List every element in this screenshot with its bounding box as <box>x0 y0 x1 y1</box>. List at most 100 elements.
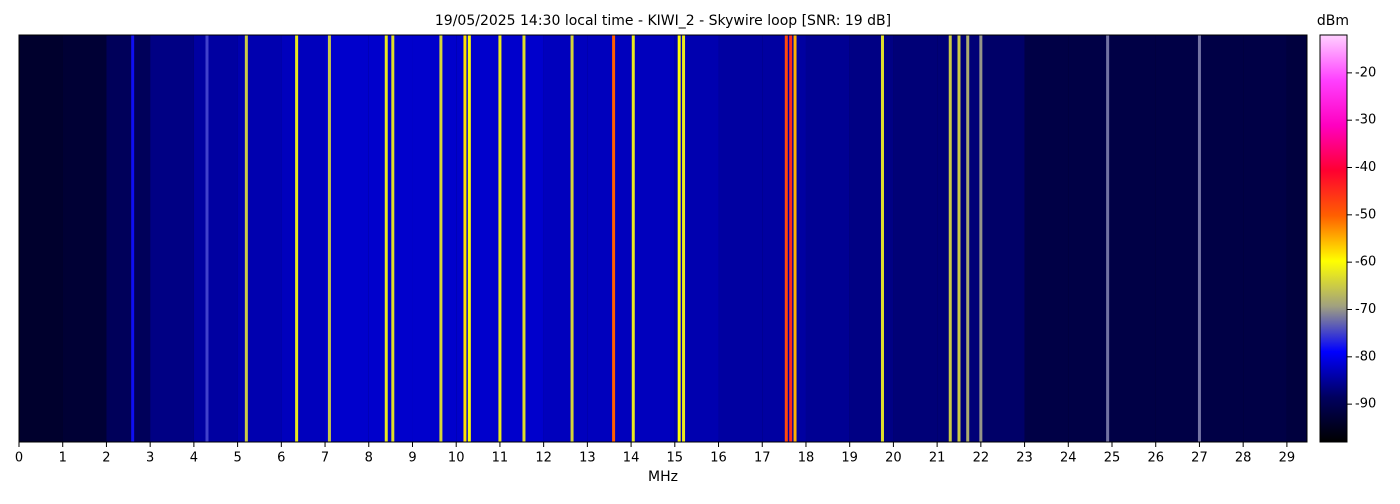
noise-column <box>674 35 719 442</box>
signal-line <box>1106 35 1110 442</box>
noise-column <box>849 35 894 442</box>
x-tick-label: 28 <box>1235 451 1252 466</box>
noise-column <box>325 35 369 442</box>
signal-line <box>463 35 467 442</box>
noise-column <box>805 35 850 442</box>
signal-line <box>677 35 681 442</box>
x-tick-label: 0 <box>15 451 23 466</box>
signal-line <box>439 35 443 442</box>
noise-column <box>893 35 938 442</box>
signal-line <box>682 35 686 442</box>
x-tick-label: 15 <box>667 451 684 466</box>
colorbar-tick-label: -50 <box>1355 207 1376 222</box>
noise-column <box>1243 35 1287 442</box>
noise-column <box>762 35 806 442</box>
chart-title: 19/05/2025 14:30 local time - KIWI_2 - S… <box>435 13 891 29</box>
signal-line <box>467 35 471 442</box>
noise-column <box>1112 35 1156 442</box>
x-tick-label: 3 <box>146 451 154 466</box>
noise-column <box>587 35 632 442</box>
x-tick-label: 2 <box>102 451 110 466</box>
x-tick-label: 25 <box>1104 451 1121 466</box>
x-tick-label: 23 <box>1016 451 1033 466</box>
noise-column <box>1068 35 1113 442</box>
x-tick-label: 26 <box>1147 451 1164 466</box>
signal-line <box>789 35 793 442</box>
noise-column <box>980 35 1025 442</box>
signal-line <box>966 35 970 442</box>
x-tick-label: 27 <box>1191 451 1208 466</box>
signal-line <box>498 35 502 442</box>
noise-column <box>456 35 500 442</box>
signal-line <box>631 35 635 442</box>
noise-column <box>1286 35 1307 442</box>
noise-column <box>193 35 238 442</box>
noise-column <box>19 35 63 442</box>
signal-line <box>793 35 797 442</box>
noise-column <box>499 35 544 442</box>
noise-column <box>281 35 326 442</box>
signal-line <box>1197 35 1201 442</box>
signal-line <box>784 35 788 442</box>
x-tick-label: 5 <box>233 451 241 466</box>
x-tick-label: 12 <box>535 451 552 466</box>
signal-line <box>880 35 884 442</box>
x-axis-label: MHz <box>648 469 678 485</box>
noise-column <box>62 35 107 442</box>
x-tick-label: 9 <box>408 451 416 466</box>
noise-column <box>631 35 675 442</box>
colorbar-tick-label: -80 <box>1355 349 1376 364</box>
x-tick-label: 8 <box>365 451 373 466</box>
x-tick-label: 19 <box>841 451 858 466</box>
colorbar-label: dBm <box>1317 13 1349 29</box>
x-tick-label: 29 <box>1279 451 1296 466</box>
signal-line <box>979 35 983 442</box>
signal-line <box>384 35 388 442</box>
noise-column <box>368 35 413 442</box>
signal-line <box>131 35 135 442</box>
colorbar <box>1319 34 1348 443</box>
x-tick-label: 22 <box>973 451 990 466</box>
x-tick-label: 10 <box>448 451 465 466</box>
signal-line <box>244 35 248 442</box>
signal-line <box>327 35 331 442</box>
signal-line <box>205 35 209 442</box>
x-tick-label: 7 <box>321 451 329 466</box>
signal-line <box>522 35 526 442</box>
noise-column <box>1155 35 1200 442</box>
noise-column <box>543 35 588 442</box>
x-tick-label: 24 <box>1060 451 1077 466</box>
x-tick-label: 21 <box>929 451 946 466</box>
colorbar-tick-label: -90 <box>1355 397 1376 412</box>
signal-line <box>612 35 616 442</box>
signal-line <box>391 35 395 442</box>
noise-column <box>150 35 194 442</box>
noise-column <box>1199 35 1244 442</box>
x-tick-label: 16 <box>710 451 727 466</box>
x-tick-label: 20 <box>885 451 902 466</box>
noise-column <box>106 35 151 442</box>
signal-line <box>570 35 574 442</box>
colorbar-tick-label: -60 <box>1355 255 1376 270</box>
x-tick-label: 1 <box>59 451 67 466</box>
noise-column <box>237 35 282 442</box>
x-tick-label: 18 <box>798 451 815 466</box>
x-tick-label: 14 <box>623 451 640 466</box>
colorbar-tick-label: -40 <box>1355 160 1376 175</box>
signal-line <box>295 35 299 442</box>
colorbar-tick-label: -30 <box>1355 113 1376 128</box>
x-tick-label: 4 <box>190 451 198 466</box>
colorbar-tick-label: -70 <box>1355 302 1376 317</box>
noise-column <box>1024 35 1069 442</box>
plot-area <box>19 35 1307 442</box>
signal-line <box>957 35 961 442</box>
x-tick-label: 17 <box>754 451 771 466</box>
signal-line <box>948 35 952 442</box>
noise-column <box>412 35 457 442</box>
x-tick-label: 13 <box>579 451 596 466</box>
plot-frame <box>18 34 1308 443</box>
x-tick-label: 6 <box>277 451 285 466</box>
x-tick-label: 11 <box>492 451 509 466</box>
colorbar-tick-label: -20 <box>1355 65 1376 80</box>
